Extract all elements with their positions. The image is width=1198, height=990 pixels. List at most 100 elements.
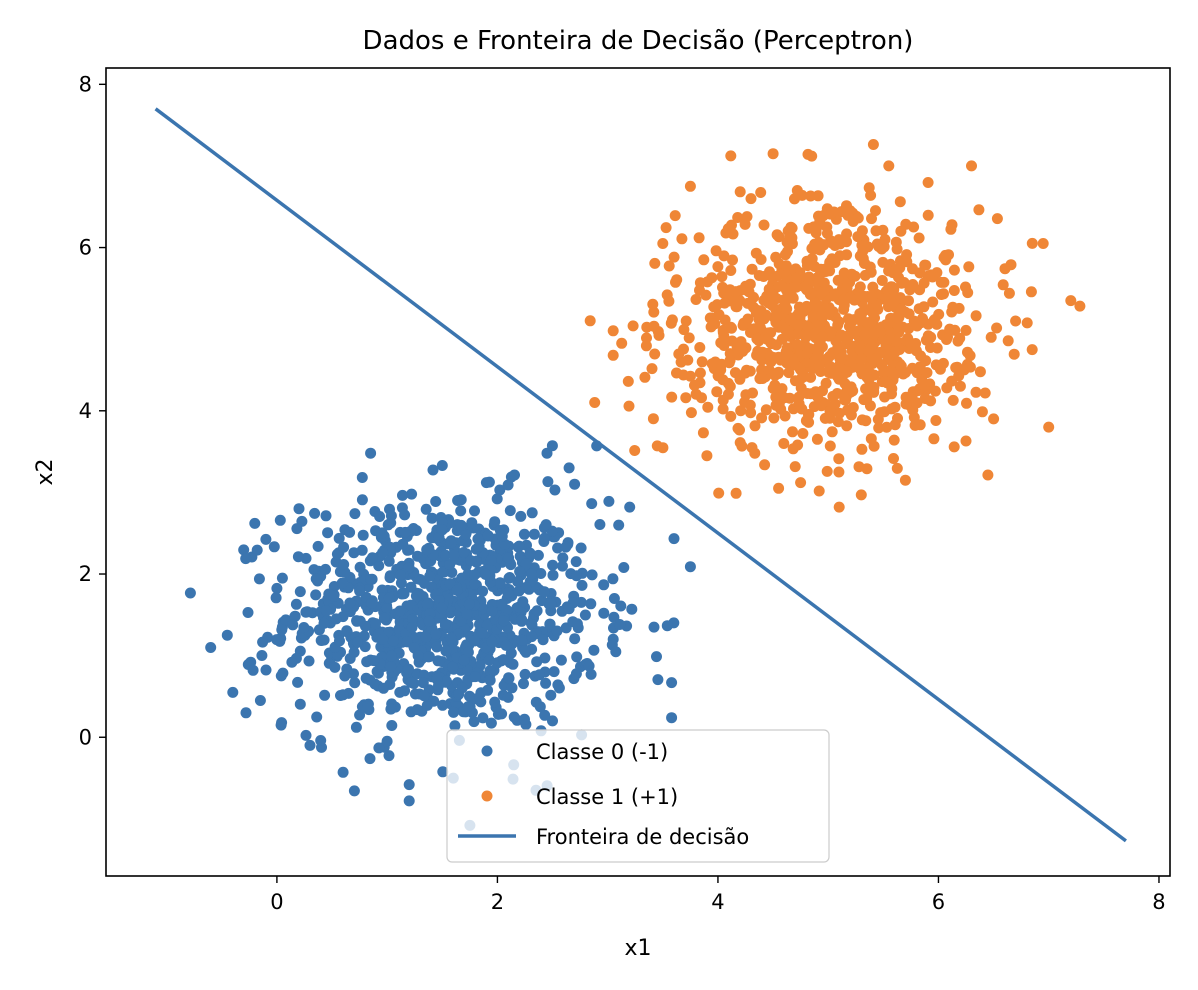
scatter-point <box>801 284 813 296</box>
scatter-point <box>997 279 1009 291</box>
scatter-point <box>930 415 942 426</box>
scatter-point <box>608 593 620 604</box>
scatter-point <box>769 369 781 381</box>
scatter-point <box>754 321 766 333</box>
scatter-point <box>854 281 866 293</box>
scatter-point <box>482 684 494 696</box>
scatter-point <box>716 271 728 283</box>
scatter-point <box>420 631 432 643</box>
scatter-point <box>548 666 560 678</box>
scatter-point <box>411 704 423 716</box>
scatter-point <box>370 618 381 630</box>
scatter-point <box>240 707 252 719</box>
scatter-point <box>895 360 907 372</box>
scatter-point <box>569 478 581 490</box>
scatter-point <box>249 517 261 529</box>
scatter-point <box>948 441 960 453</box>
scatter-point <box>841 366 853 378</box>
scatter-point <box>406 622 418 633</box>
scatter-point <box>292 676 304 688</box>
scatter-point <box>739 218 751 230</box>
scatter-point <box>503 672 515 684</box>
scatter-point <box>758 219 770 231</box>
scatter-point <box>260 533 272 545</box>
scatter-point <box>802 148 814 160</box>
scatter-point <box>575 596 587 608</box>
scatter-point <box>502 691 514 703</box>
scatter-point <box>710 245 722 257</box>
scatter-point <box>870 225 882 237</box>
scatter-point <box>251 544 263 556</box>
scatter-point <box>894 196 906 208</box>
scatter-point <box>344 526 356 538</box>
scatter-point <box>790 273 802 284</box>
scatter-point <box>333 532 345 544</box>
scatter-point <box>922 177 934 188</box>
scatter-point <box>448 549 460 561</box>
scatter-point <box>455 519 467 531</box>
scatter-point <box>779 410 791 422</box>
scatter-point <box>445 632 457 644</box>
scatter-point <box>795 477 807 489</box>
scatter-point <box>399 509 411 521</box>
scatter-point <box>247 664 259 676</box>
scatter-point <box>557 560 568 572</box>
scatter-point <box>436 524 448 536</box>
scatter-point <box>350 721 362 733</box>
scatter-point <box>817 385 828 397</box>
scatter-point <box>509 469 520 481</box>
scatter-point <box>657 238 669 249</box>
scatter-point <box>532 549 544 561</box>
scatter-point <box>275 719 287 731</box>
scatter-point <box>518 528 530 540</box>
scatter-point <box>598 607 610 619</box>
scatter-point <box>712 261 724 273</box>
scatter-point <box>861 463 873 475</box>
scatter-point <box>922 330 934 342</box>
scatter-point <box>481 619 493 631</box>
scatter-point <box>458 654 470 666</box>
scatter-point <box>437 766 449 778</box>
scatter-point <box>708 301 720 313</box>
scatter-point <box>440 645 452 657</box>
scatter-point <box>782 246 793 257</box>
scatter-point <box>960 435 972 447</box>
scatter-point <box>486 636 498 648</box>
scatter-point <box>504 505 516 517</box>
scatter-point <box>982 469 994 481</box>
scatter-point <box>1002 335 1014 347</box>
scatter-point <box>794 305 806 317</box>
scatter-point <box>403 779 415 791</box>
scatter-point <box>819 412 831 424</box>
scatter-point <box>725 265 737 276</box>
scatter-point <box>398 588 410 600</box>
legend: Classe 0 (-1) Classe 1 (+1) Fronteira de… <box>446 729 830 863</box>
scatter-point <box>397 489 408 501</box>
scatter-point <box>792 439 804 451</box>
scatter-point <box>685 407 697 419</box>
scatter-point <box>469 635 480 647</box>
scatter-point <box>668 251 680 263</box>
scatter-point <box>451 584 463 596</box>
scatter-point <box>560 541 572 553</box>
scatter-point <box>417 677 429 689</box>
scatter-point <box>547 559 559 571</box>
scatter-point <box>927 296 939 308</box>
scatter-point <box>905 337 916 349</box>
scatter-point <box>382 519 394 531</box>
scatter-point <box>290 598 302 610</box>
scatter-point <box>517 596 529 608</box>
scatter-point <box>539 532 550 544</box>
scatter-point <box>377 547 389 559</box>
scatter-point <box>730 286 742 298</box>
scatter-point <box>929 385 941 397</box>
scatter-point <box>749 420 761 432</box>
scatter-point <box>227 686 239 698</box>
scatter-point <box>294 698 306 710</box>
scatter-point <box>736 345 748 357</box>
scatter-point <box>784 230 796 242</box>
scatter-point <box>746 263 758 275</box>
scatter-point <box>407 613 418 625</box>
scatter-point <box>702 401 714 413</box>
scatter-point <box>547 715 558 727</box>
